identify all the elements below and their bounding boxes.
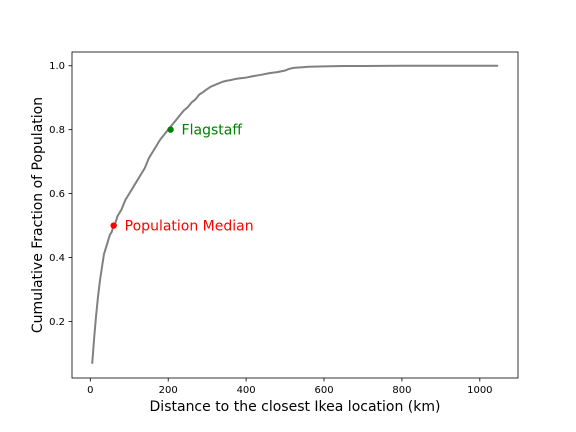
series-line-0 xyxy=(91,64,499,364)
annotation-label-0: Population Median xyxy=(125,219,254,235)
x-tick-label: 0 xyxy=(87,385,93,396)
x-tick-label: 600 xyxy=(314,385,333,396)
x-axis-ticks: 0 200 400 600 800 1000 xyxy=(87,378,493,396)
plot-area xyxy=(71,51,519,379)
annotation-layer: Population Median Flagstaff xyxy=(110,123,254,235)
x-tick-label: 1000 xyxy=(467,385,492,396)
y-tick-label: 0.6 xyxy=(49,189,65,200)
y-axis-label: Cumulative Fraction of Population xyxy=(30,97,46,333)
x-tick-label: 800 xyxy=(392,385,411,396)
y-axis-ticks: 0.2 0.4 0.6 0.8 1.0 xyxy=(49,61,72,328)
annotation-point-0 xyxy=(110,222,117,229)
annotation-label-1: Flagstaff xyxy=(182,123,243,139)
x-axis-label: Distance to the closest Ikea location (k… xyxy=(150,399,441,415)
x-tick-label: 200 xyxy=(159,385,178,396)
x-tick-label: 400 xyxy=(237,385,256,396)
y-tick-label: 0.4 xyxy=(49,253,65,264)
y-tick-label: 0.2 xyxy=(49,317,65,328)
series-layer xyxy=(91,64,499,364)
y-tick-label: 1.0 xyxy=(49,61,65,72)
annotation-point-1 xyxy=(167,126,174,133)
y-tick-label: 0.8 xyxy=(49,125,65,136)
